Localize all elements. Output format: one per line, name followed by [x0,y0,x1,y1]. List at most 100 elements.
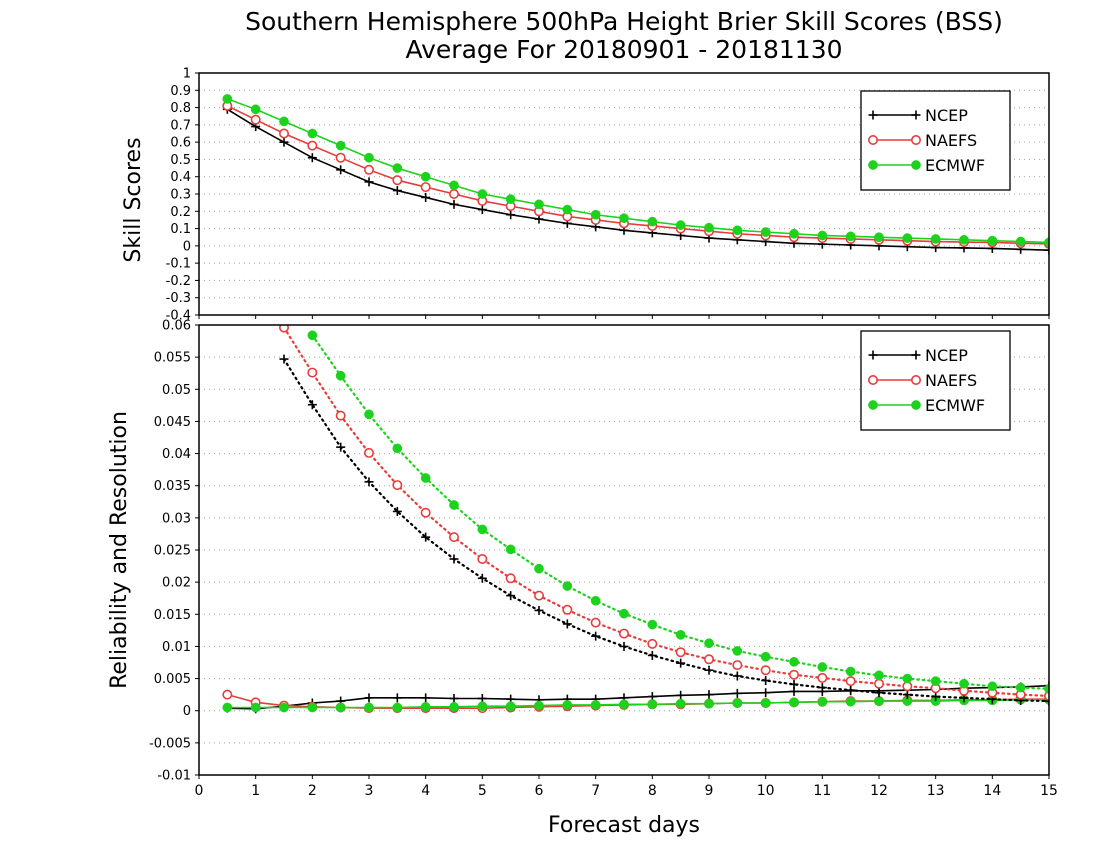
data-point-ecmwf [732,225,743,236]
data-point-ecmwf [477,701,488,712]
data-point-ecmwf [619,608,629,619]
data-point-ecmwf [222,94,233,104]
data-point-ecmwf [1044,684,1049,694]
data-point-ecmwf [590,595,601,606]
data-point-ecmwf [392,443,403,454]
data-point-ncep [307,153,317,163]
y-tick-label: -0.2 [166,274,191,289]
y-tick-label: 0.8 [170,101,191,116]
x-tick-label: 12 [870,783,888,799]
y-tick-label: 0.1 [170,222,191,237]
y-tick-label: 0.005 [154,672,191,687]
y-tick-label: 0.3 [170,188,191,203]
data-point-ecmwf [364,409,374,420]
data-point-ncep [506,210,516,220]
y-tick-label: -0.4 [166,309,191,324]
data-point-ecmwf [420,702,431,712]
data-point-ecmwf [675,698,686,709]
data-point-ncep [449,199,459,209]
data-point-ecmwf [420,473,431,483]
x-tick-label: 1 [251,783,260,799]
bottom-y-axis-label: Reliability and Resolution [107,411,132,689]
x-tick-label: 13 [927,783,945,799]
bottom-panel-reliability-resolution: -0.01 -0.005 0 0.005 0.01 0.015 0.02 0.025 0.03 0… [149,319,1058,800]
data-point-ncep [392,186,402,196]
data-point-ncep [364,177,374,187]
data-point-ecmwf [845,696,856,707]
data-point-ecmwf [930,676,941,686]
data-point-naefs [448,189,459,200]
data-point-ncep [732,671,742,681]
data-point-ecmwf [760,651,771,662]
data-point-ecmwf [477,189,488,199]
data-point-ecmwf [279,116,289,127]
x-tick-label: 4 [421,783,430,799]
data-point-ncep [392,506,402,516]
data-point-ecmwf [704,222,714,233]
data-point-ecmwf [562,581,573,591]
data-point-ecmwf [930,234,941,244]
data-point-ncep [477,573,487,583]
plot-area [222,94,1049,255]
series-line-ecmwf-reliability [227,698,1049,709]
data-point-ecmwf [505,544,516,555]
data-point-naefs [732,660,743,671]
data-point-naefs [647,638,658,649]
data-point-ncep [619,641,629,651]
data-point-naefs [420,507,431,518]
data-point-ecmwf [335,140,346,151]
data-point-naefs [448,532,459,543]
data-point-ecmwf [364,702,374,713]
data-point-ecmwf [477,524,488,535]
data-point-ecmwf [874,670,884,681]
data-point-ncep [477,205,487,215]
data-point-naefs [675,647,686,658]
series-line-ncep-resolution [282,357,1049,703]
data-point-ecmwf [817,230,828,241]
data-point-ecmwf [959,234,969,245]
data-point-ecmwf [647,216,658,227]
data-point-ecmwf [449,500,459,510]
data-point-ecmwf [902,673,913,684]
data-point-naefs [250,114,261,125]
data-point-ecmwf [505,194,516,205]
legend-label-ncep: NCEP [925,106,968,125]
data-point-ecmwf [732,646,743,656]
data-point-naefs [505,573,516,584]
legend-label-ncep: NCEP [925,346,968,365]
data-point-naefs [307,140,318,151]
data-point-ncep [591,631,601,641]
data-point-ecmwf [647,619,658,630]
data-point-ecmwf [760,698,771,708]
legend-box [860,330,1011,431]
data-point-ncep [336,165,346,175]
data-point-ecmwf [534,700,544,711]
x-tick-label: 2 [308,783,317,799]
y-tick-label: 0.4 [170,170,191,185]
data-point-ncep [307,400,317,410]
data-point-ecmwf [279,702,289,713]
data-point-ecmwf [222,702,233,713]
data-point-ecmwf [449,702,459,712]
data-point-ecmwf [250,702,261,713]
legend-marker-ncep [868,110,878,120]
y-tick-label: 0.055 [154,351,191,366]
data-point-naefs [335,410,346,421]
data-point-ncep [336,442,346,452]
legend-label-ecmwf: ECMWF [925,156,985,175]
data-point-naefs [420,182,431,193]
data-point-ecmwf [647,699,658,710]
data-point-ecmwf [1044,237,1049,248]
legend-marker-naefs [867,374,878,385]
data-point-ncep [874,688,884,698]
data-point-ecmwf [789,228,799,239]
data-point-ecmwf [307,128,318,139]
data-point-ecmwf [1015,236,1026,247]
x-tick-label: 3 [365,783,374,799]
data-point-ncep [392,693,402,703]
data-point-ncep [846,685,856,695]
data-point-ecmwf [789,697,799,708]
data-point-ecmwf [590,700,601,710]
plot-frame [198,324,1050,776]
data-point-ncep [506,591,516,601]
